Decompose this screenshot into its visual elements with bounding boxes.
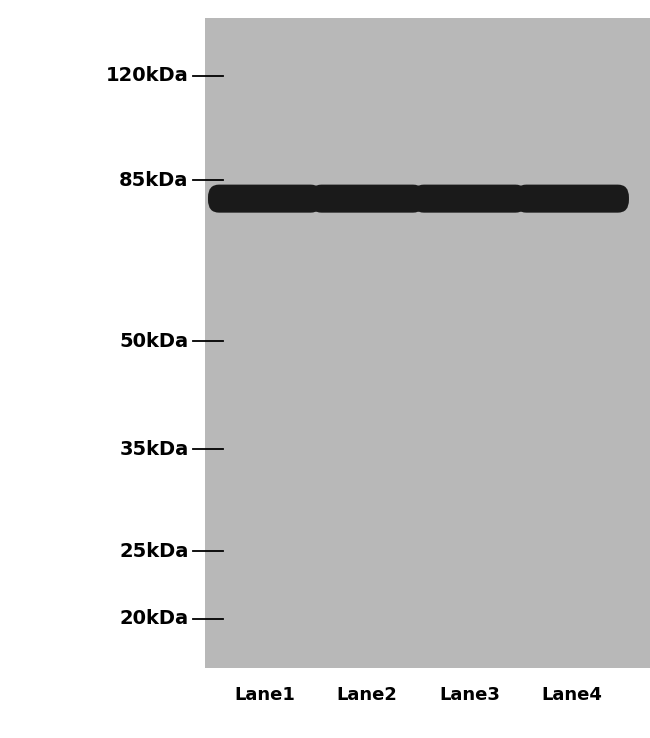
Text: 85kDa: 85kDa <box>119 170 188 190</box>
FancyBboxPatch shape <box>515 184 629 213</box>
Text: 35kDa: 35kDa <box>119 440 188 458</box>
FancyBboxPatch shape <box>208 184 322 213</box>
FancyBboxPatch shape <box>413 184 526 213</box>
Text: 25kDa: 25kDa <box>119 542 188 561</box>
Text: Lane1: Lane1 <box>235 686 295 704</box>
Text: Lane3: Lane3 <box>439 686 500 704</box>
Text: Lane2: Lane2 <box>337 686 398 704</box>
Bar <box>205 18 650 668</box>
Text: 50kDa: 50kDa <box>120 331 188 351</box>
Text: 120kDa: 120kDa <box>106 66 188 86</box>
FancyBboxPatch shape <box>311 184 424 213</box>
Text: 20kDa: 20kDa <box>120 609 188 628</box>
Text: Lane4: Lane4 <box>541 686 603 704</box>
